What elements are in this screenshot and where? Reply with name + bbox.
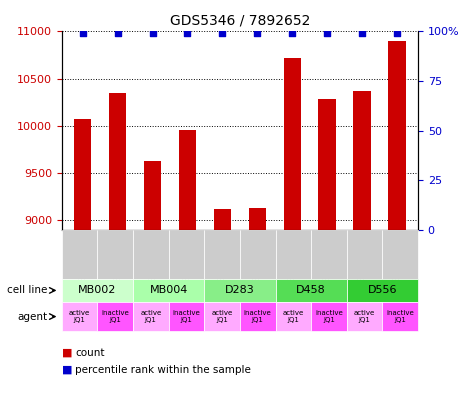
Bar	[214, 209, 231, 393]
Point	[254, 30, 261, 37]
Text: ■: ■	[62, 348, 72, 358]
Text: active
JQ1: active JQ1	[354, 310, 375, 323]
Text: active
JQ1: active JQ1	[211, 310, 233, 323]
Bar	[74, 119, 91, 393]
Point	[184, 30, 191, 37]
Point	[393, 30, 401, 37]
Point	[149, 30, 156, 37]
Title: GDS5346 / 7892652: GDS5346 / 7892652	[170, 13, 310, 28]
Point	[218, 30, 226, 37]
Text: active
JQ1: active JQ1	[283, 310, 304, 323]
Bar	[144, 161, 162, 393]
Bar	[109, 93, 126, 393]
Bar	[318, 99, 336, 393]
Point	[288, 30, 296, 37]
Point	[114, 30, 122, 37]
Text: count: count	[75, 348, 104, 358]
Text: inactive
JQ1: inactive JQ1	[315, 310, 343, 323]
Point	[79, 30, 86, 37]
Text: active
JQ1: active JQ1	[69, 310, 90, 323]
Text: inactive
JQ1: inactive JQ1	[386, 310, 414, 323]
Point	[323, 30, 331, 37]
Text: D283: D283	[225, 285, 255, 296]
Bar	[248, 208, 266, 393]
Bar	[179, 130, 196, 393]
Text: D556: D556	[368, 285, 397, 296]
Text: active
JQ1: active JQ1	[140, 310, 162, 323]
Text: inactive
JQ1: inactive JQ1	[101, 310, 129, 323]
Text: MB004: MB004	[150, 285, 188, 296]
Text: cell line: cell line	[7, 285, 48, 296]
Text: agent: agent	[18, 312, 48, 321]
Text: inactive
JQ1: inactive JQ1	[172, 310, 200, 323]
Bar	[353, 91, 371, 393]
Text: inactive
JQ1: inactive JQ1	[244, 310, 272, 323]
Bar	[284, 58, 301, 393]
Bar	[389, 41, 406, 393]
Text: percentile rank within the sample: percentile rank within the sample	[75, 365, 251, 375]
Text: D458: D458	[296, 285, 326, 296]
Point	[358, 30, 366, 37]
Text: ■: ■	[62, 365, 72, 375]
Text: MB002: MB002	[78, 285, 116, 296]
